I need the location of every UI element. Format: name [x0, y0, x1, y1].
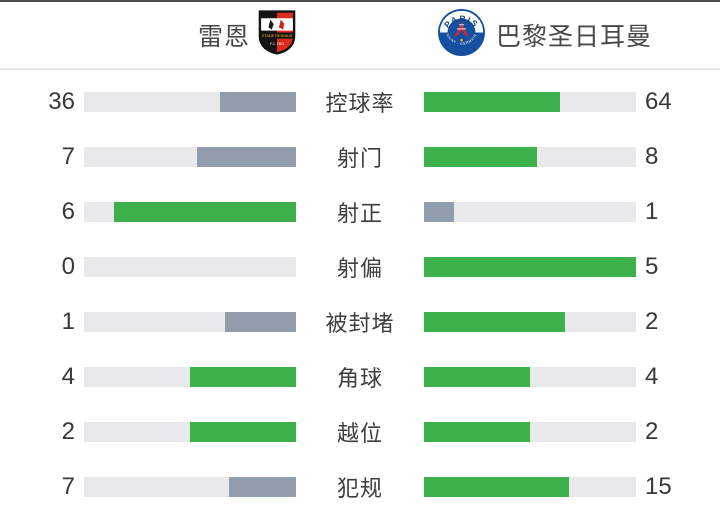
home-bar-fill [190, 421, 296, 442]
away-bar-track [424, 476, 636, 497]
away-team: PARIS SAINT - GERMAIN 巴黎圣日耳曼 [437, 2, 652, 68]
away-bar-fill [424, 366, 530, 387]
home-bar-fill [219, 91, 296, 112]
away-value: 8 [645, 142, 659, 170]
svg-text:F.C. 1901: F.C. 1901 [270, 42, 284, 46]
stat-row: 4 角球 4 [0, 349, 720, 404]
home-bar-track [84, 256, 296, 277]
stat-label: 射偏 [336, 255, 383, 281]
home-value: 2 [61, 417, 75, 445]
home-value: 1 [61, 307, 75, 335]
home-bar-fill [114, 201, 296, 222]
away-bar-track [424, 366, 636, 387]
home-value: 7 [61, 472, 75, 500]
away-value: 2 [645, 417, 659, 445]
home-value: 0 [61, 252, 75, 280]
stat-label: 犯规 [336, 475, 383, 501]
away-value: 64 [645, 87, 672, 115]
away-bar-track [424, 421, 636, 442]
stat-row: 7 射门 8 [0, 129, 720, 184]
away-value: 4 [645, 362, 659, 390]
psg-crest-icon: PARIS SAINT - GERMAIN [437, 8, 486, 62]
away-bar-track [424, 201, 636, 222]
home-bar-track [84, 421, 296, 442]
stat-label: 射门 [336, 145, 383, 171]
away-bar-track [424, 91, 636, 112]
away-bar-track [424, 146, 636, 167]
away-value: 1 [645, 197, 659, 225]
stat-row: 6 射正 1 [0, 184, 720, 239]
stat-label: 被封堵 [325, 310, 395, 336]
home-bar-fill [225, 311, 296, 332]
away-bar-fill [424, 146, 537, 167]
home-team: 雷恩 STADE RENNAIS [198, 2, 296, 68]
away-value: 2 [645, 307, 659, 335]
away-bar-track [424, 256, 636, 277]
away-bar-fill [424, 91, 560, 112]
stat-row: 7 犯规 15 [0, 459, 720, 511]
home-bar-fill [228, 476, 296, 497]
home-value: 6 [61, 197, 75, 225]
away-value: 5 [645, 252, 659, 280]
header-divider [0, 68, 720, 70]
home-bar-track [84, 366, 296, 387]
home-bar-track [84, 91, 296, 112]
stat-label: 角球 [336, 365, 383, 391]
away-bar-fill [424, 476, 569, 497]
stat-row: 36 控球率 64 [0, 74, 720, 129]
svg-text:STADE RENNAIS: STADE RENNAIS [262, 34, 293, 38]
stat-row: 1 被封堵 2 [0, 294, 720, 349]
header: 雷恩 STADE RENNAIS [0, 2, 720, 68]
stat-row: 2 越位 2 [0, 404, 720, 459]
home-bar-track [84, 201, 296, 222]
home-value: 36 [48, 87, 75, 115]
away-bar-fill [424, 201, 455, 222]
stats-rows: 36 控球率 64 7 射门 8 6 射正 1 0 [0, 70, 720, 511]
home-bar-track [84, 476, 296, 497]
home-bar-track [84, 311, 296, 332]
away-bar-fill [424, 256, 636, 277]
stat-label: 射正 [336, 200, 383, 226]
home-bar-track [84, 146, 296, 167]
stat-label: 控球率 [325, 90, 395, 116]
home-bar-fill [190, 366, 296, 387]
away-value: 15 [645, 472, 672, 500]
home-value: 7 [61, 142, 75, 170]
stat-row: 0 射偏 5 [0, 239, 720, 294]
away-bar-fill [424, 311, 566, 332]
away-bar-fill [424, 421, 530, 442]
top-border [0, 0, 720, 2]
away-team-name: 巴黎圣日耳曼 [496, 23, 653, 51]
home-team-name: 雷恩 [197, 23, 250, 51]
home-value: 4 [61, 362, 75, 390]
stat-label: 越位 [336, 420, 383, 446]
rennes-crest-icon: STADE RENNAIS F.C. 1901 [258, 9, 296, 61]
home-bar-fill [197, 146, 296, 167]
away-bar-track [424, 311, 636, 332]
